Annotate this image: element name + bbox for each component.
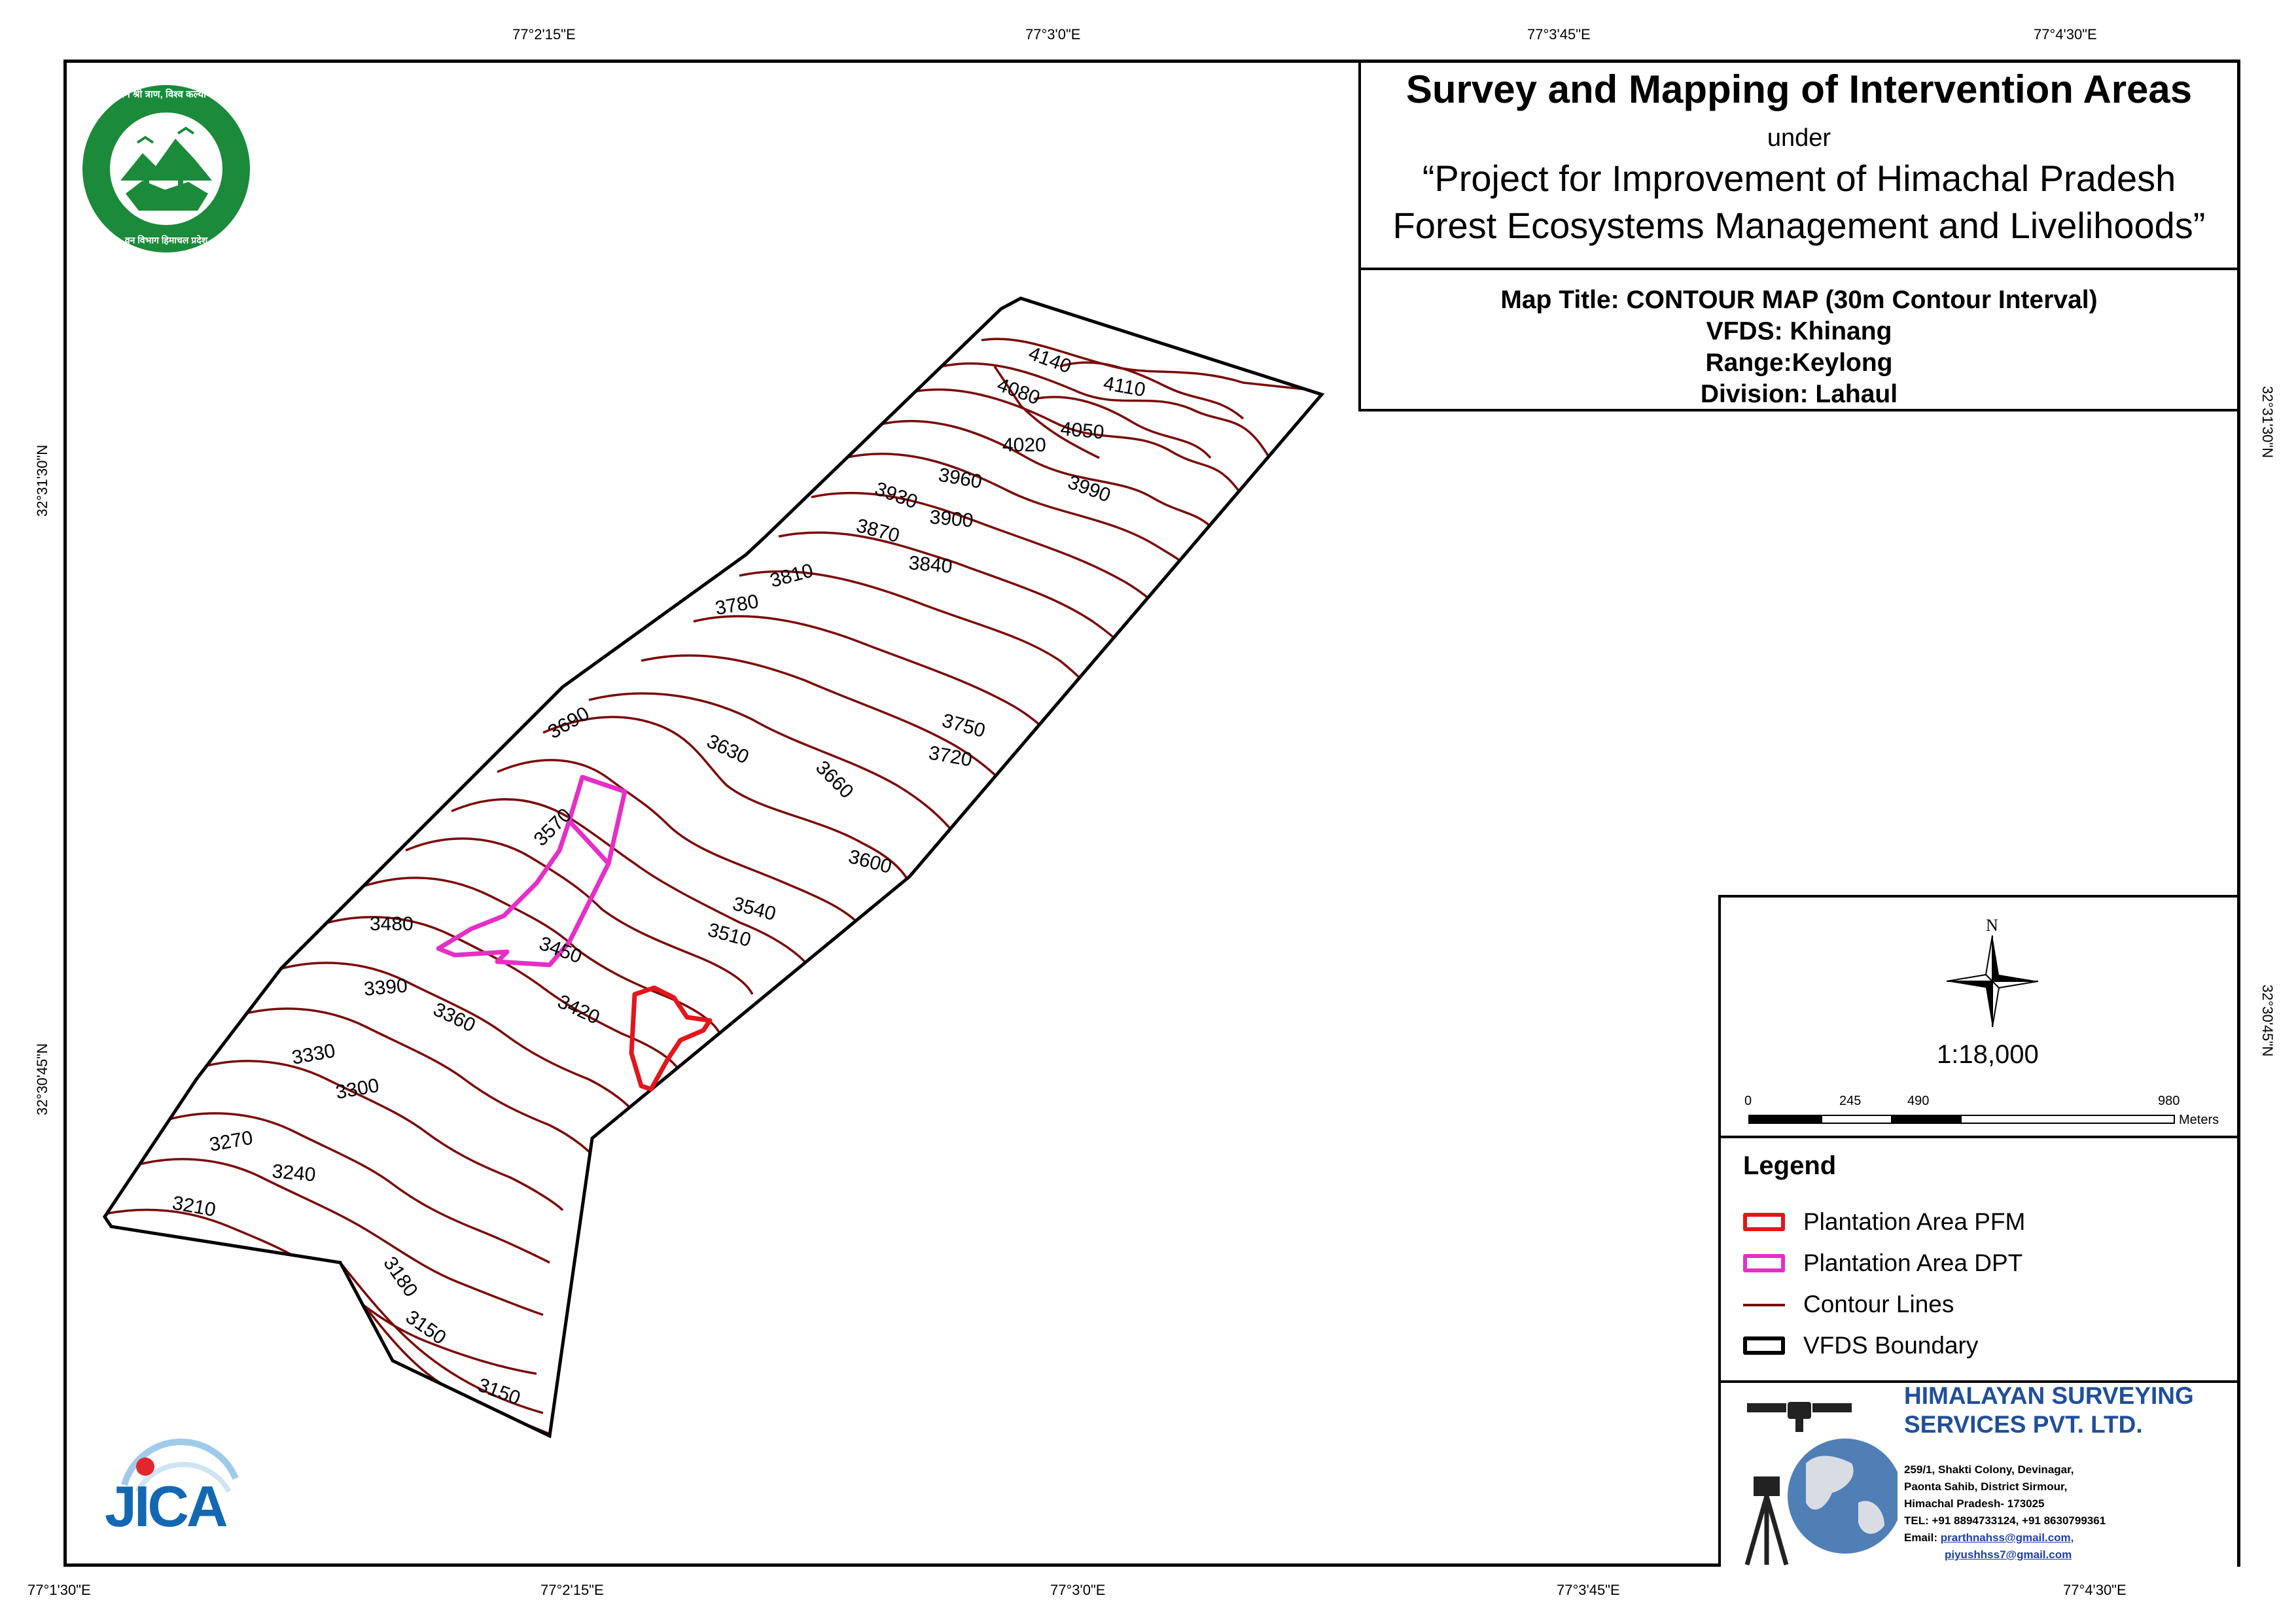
forest-department-logo: वन श्री त्राण, विश्व कल्याण वन विभाग हिम… (80, 82, 253, 255)
top-tick-label: 77°4'30"E (2034, 26, 2097, 43)
contour-swatch (1743, 1304, 1785, 1306)
range-name: Range:Keylong (1705, 349, 1893, 377)
legend-item-pfm: Plantation Area PFM (1743, 1208, 2025, 1236)
scale-ratio: 1:18,000 (1937, 1040, 2039, 1069)
contour-lines (105, 338, 1322, 1436)
scale-unit: Meters (2179, 1113, 2219, 1127)
contour-label: 4020 (1002, 434, 1046, 456)
scale-bar (1748, 1115, 2175, 1124)
legend-label: Plantation Area DPT (1803, 1249, 2023, 1276)
main-title: Survey and Mapping of Intervention Areas (1405, 67, 2193, 111)
company-phone: TEL: +91 8894733124, +91 8630799361 (1904, 1514, 2106, 1527)
email-link[interactable]: piyushhss7@gmail.com (1945, 1548, 2072, 1561)
legend-title: Legend (1743, 1151, 1837, 1180)
pfm-swatch (1743, 1213, 1785, 1231)
jica-wordmark: JICA (105, 1474, 228, 1539)
scale-tick: 0 (1744, 1094, 1752, 1108)
address-line: Himachal Pradesh- 173025 (1904, 1497, 2045, 1510)
vfds-boundary (102, 296, 1325, 1439)
project-title-line1: “Project for Improvement of Himachal Pra… (1422, 158, 2176, 199)
contour-label: 3480 (370, 913, 414, 935)
contour-label: 3390 (363, 975, 408, 1000)
title-under: under (1767, 124, 1831, 152)
legend-label: Contour Lines (1803, 1291, 1954, 1318)
company-name-line1: HIMALAYAN SURVEYING (1904, 1382, 2194, 1409)
vfds-name: VFDS: Khinang (1706, 317, 1892, 345)
bottom-tick-label: 77°1'30"E (27, 1582, 91, 1598)
bottom-tick-label: 77°4'30"E (2063, 1582, 2127, 1598)
map-info: Map Title: CONTOUR MAP (30m Contour Inte… (1361, 270, 2237, 410)
legend-panel: N 1:18,000 0 245 490 980 Meters Legend P… (1718, 895, 2237, 1567)
map-frame (63, 60, 2240, 1567)
division-name: Division: Lahaul (1700, 380, 1898, 408)
plantation-area-dpt (436, 775, 627, 968)
contour-label: 3900 (928, 506, 974, 532)
scale-tick: 245 (1839, 1094, 1862, 1108)
forest-logo-motto: वन श्री त्राण, विश्व कल्याण (119, 89, 213, 100)
scale-tick: 490 (1907, 1094, 1930, 1108)
contour-label: 3840 (908, 552, 953, 578)
top-tick-label: 77°3'45"E (1527, 26, 1591, 43)
company-divider (1721, 1380, 2237, 1383)
company-email-row: piyushhss7@gmail.com (1904, 1546, 2106, 1563)
address-line: 259/1, Shakti Colony, Devinagar, (1904, 1463, 2074, 1476)
company-name-line2: SERVICES PVT. LTD. (1904, 1411, 2143, 1438)
plantation-area-pfm (629, 985, 713, 1092)
company-name: HIMALAYAN SURVEYING SERVICES PVT. LTD. (1904, 1382, 2194, 1439)
project-title-line2: Forest Ecosystems Management and Livelih… (1392, 205, 2206, 246)
scale-tick: 980 (2158, 1094, 2180, 1108)
bottom-tick-label: 77°3'0"E (1050, 1582, 1106, 1598)
scale-section: N 1:18,000 0 245 490 980 Meters (1721, 898, 2237, 1138)
bottom-tick-label: 77°3'45"E (1557, 1582, 1620, 1598)
jica-logo: JICA (98, 1433, 249, 1550)
dpt-swatch (1743, 1254, 1785, 1272)
email-link[interactable]: prarthnahss@gmail.com, (1940, 1531, 2074, 1544)
north-label: N (1986, 916, 1998, 935)
legend-item-boundary: VFDS Boundary (1743, 1332, 1978, 1359)
legend-label: VFDS Boundary (1803, 1332, 1979, 1359)
company-email-row: Email: prarthnahss@gmail.com, (1904, 1529, 2106, 1546)
company-logo (1744, 1402, 1898, 1565)
address-line: Paonta Sahib, District Sirmour, (1904, 1480, 2068, 1493)
company-address: 259/1, Shakti Colony, Devinagar, Paonta … (1904, 1461, 2106, 1563)
email-label: Email: (1904, 1531, 1941, 1544)
bottom-tick-label: 77°2'15"E (540, 1582, 604, 1598)
title-block: Survey and Mapping of Intervention Areas… (1358, 63, 2237, 411)
boundary-swatch (1743, 1336, 1785, 1355)
forest-logo-dept: वन विभाग हिमाचल प्रदेश (124, 235, 208, 245)
north-arrow-icon (1947, 935, 2038, 1027)
legend-label: Plantation Area PFM (1803, 1208, 2026, 1235)
contour-label: 4050 (1059, 418, 1104, 444)
legend-item-contour: Contour Lines (1743, 1291, 1954, 1318)
title-header: Survey and Mapping of Intervention Areas… (1361, 63, 2237, 270)
legend-item-dpt: Plantation Area DPT (1743, 1249, 2022, 1277)
map-title: Map Title: CONTOUR MAP (30m Contour Inte… (1500, 286, 2098, 314)
contour-label: 3240 (271, 1161, 316, 1186)
top-tick-label: 77°3'0"E (1025, 26, 1081, 43)
top-tick-label: 77°2'15"E (512, 26, 576, 43)
